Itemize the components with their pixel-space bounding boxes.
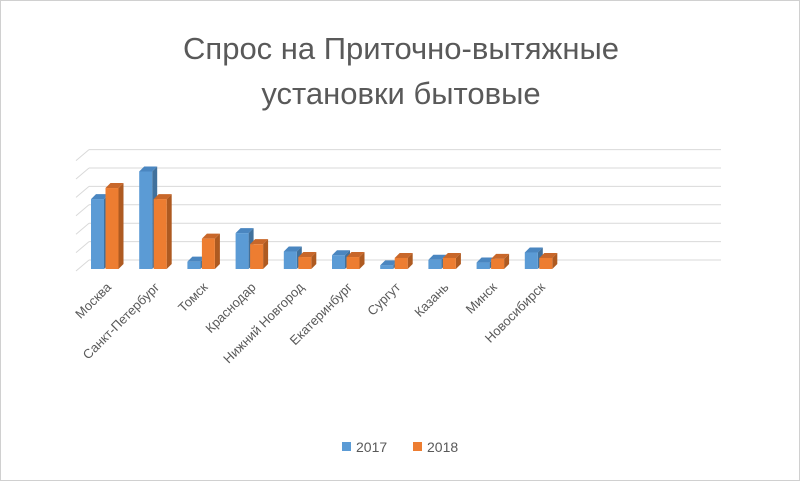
category-label: Нижний Новгород [220, 279, 307, 366]
bar-2018-6 [394, 257, 408, 269]
bar-side-2018-9 [552, 252, 558, 269]
bar-top-2017-8 [476, 257, 495, 263]
bar-2017-0 [91, 199, 104, 269]
legend-label-2017: 2017 [356, 439, 387, 455]
gridlines [75, 149, 721, 272]
bar-2018-5 [346, 257, 360, 269]
bar-2018-2 [201, 238, 215, 269]
bar-side-2018-3 [263, 239, 269, 269]
bar-side-2018-1 [166, 194, 172, 269]
bar-2017-7 [428, 259, 442, 269]
gridline-side [75, 259, 90, 272]
gridline-side [75, 167, 90, 180]
bar-2017-5 [332, 255, 345, 269]
bar-2017-2 [187, 261, 201, 269]
bar-top-2018-5 [346, 252, 365, 258]
bar-side-2018-7 [455, 252, 461, 269]
bar-top-2017-6 [380, 260, 399, 266]
gridline-side [75, 149, 90, 161]
bar-top-2018-8 [491, 253, 510, 259]
bar-top-2018-1 [153, 194, 172, 200]
bar-2017-8 [476, 262, 490, 269]
bar-side-2018-0 [118, 183, 124, 269]
bar-side-2018-8 [504, 253, 510, 269]
bar-2018-1 [153, 199, 167, 269]
bar-2018-4 [298, 257, 312, 269]
category-label: Москва [72, 279, 115, 322]
gridline-side [75, 186, 90, 198]
bar-top-2017-0 [91, 194, 109, 200]
bar-top-2017-5 [332, 250, 350, 256]
bar-top-2018-7 [442, 252, 461, 258]
bar-2018-8 [491, 258, 505, 269]
legend-swatch-2018 [413, 442, 422, 451]
bar-top-2018-2 [201, 233, 220, 239]
chart-title-line-1: Спрос на Приточно-вытяжные [183, 31, 619, 66]
bar-top-2017-3 [235, 228, 254, 234]
bar-top-2018-6 [394, 252, 413, 258]
legend-label-2018: 2018 [427, 439, 458, 455]
bar-2017-1 [139, 171, 153, 269]
bar-2017-9 [524, 252, 538, 269]
bar-top-2017-7 [428, 254, 447, 260]
bar-side-2018-6 [407, 252, 413, 269]
bar-top-2018-3 [250, 239, 269, 245]
category-label: Казань [411, 279, 451, 319]
bar-top-2017-9 [524, 247, 543, 253]
bar-2018-7 [442, 257, 456, 269]
bar-top-2017-2 [187, 256, 206, 262]
bar-top-2018-9 [539, 252, 558, 258]
bar-2017-4 [283, 251, 297, 269]
chart-title-line-2: установки бытовые [261, 76, 540, 111]
bar-2018-3 [250, 244, 264, 269]
bar-top-2018-0 [105, 183, 124, 189]
gridline-side [75, 204, 90, 217]
category-label: Минск [463, 279, 500, 316]
bar-top-2018-4 [298, 252, 317, 258]
bar-top-2017-1 [139, 166, 158, 172]
bar-side-2018-4 [311, 252, 317, 269]
bar-2017-6 [380, 265, 394, 269]
category-label: Томск [175, 279, 211, 315]
bar-side-2018-5 [359, 252, 365, 269]
gridline-side [75, 241, 90, 253]
bar-top-2017-4 [283, 246, 302, 252]
category-label: Сургут [364, 279, 403, 318]
bars [91, 166, 558, 269]
bar-2018-9 [539, 257, 553, 269]
bar-side-2018-2 [214, 233, 220, 269]
bar-2018-0 [105, 188, 119, 269]
bar-2017-3 [235, 233, 249, 269]
legend: 2017 2018 [342, 439, 458, 455]
legend-swatch-2017 [342, 442, 351, 451]
gridline-side [75, 222, 90, 235]
